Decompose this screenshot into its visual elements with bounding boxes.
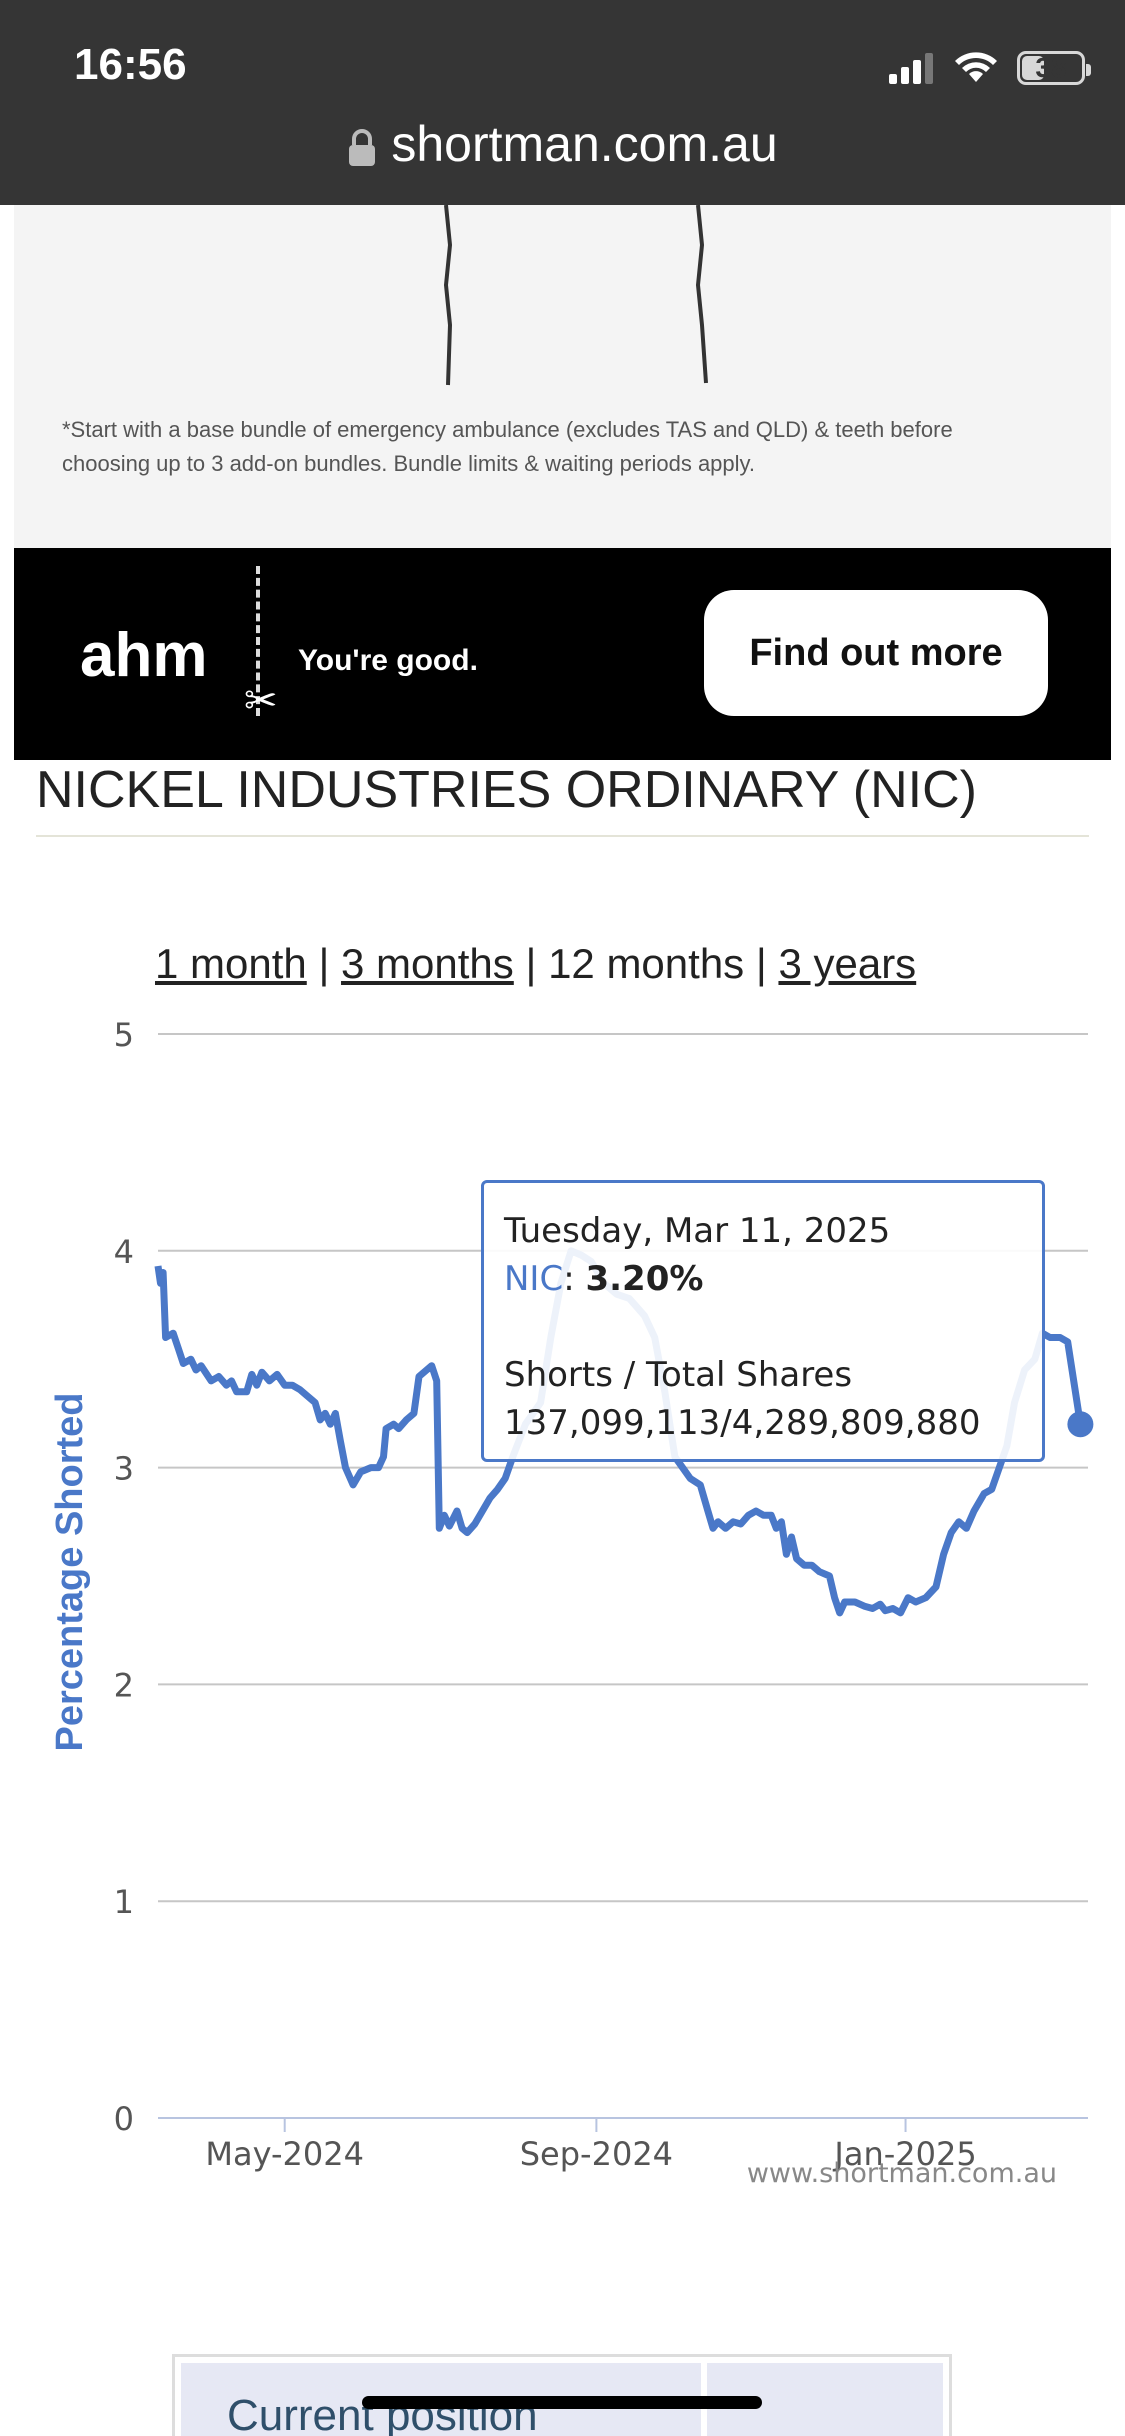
x-tick-label: Sep-2024 (520, 2135, 673, 2173)
battery-percent: 38 (1035, 52, 1067, 83)
position-table: Current position (172, 2354, 952, 2436)
home-indicator[interactable] (362, 2396, 762, 2409)
range-separator: | (525, 940, 537, 987)
y-tick-label: 0 (114, 2100, 134, 2138)
ad-image[interactable]: *Start with a base bundle of emergency a… (14, 205, 1111, 548)
tooltip-date: Tuesday, Mar 11, 2025 (504, 1211, 891, 1251)
range-separator: | (318, 940, 330, 987)
title-divider (36, 835, 1089, 837)
lock-icon (349, 128, 376, 166)
status-icons: 38 (889, 48, 1091, 88)
ad-dashed-divider (256, 566, 260, 716)
status-time: 16:56 (74, 40, 187, 89)
battery-tip (1086, 64, 1091, 76)
browser-top-bar: 16:56 38 shortman.com.au (0, 0, 1125, 205)
find-out-more-button[interactable]: Find out more (704, 590, 1048, 716)
tooltip-spacer (504, 1303, 1022, 1351)
chart-watermark: www.shortman.com.au (746, 2158, 1057, 2189)
x-axis-ticks: May-2024 Sep-2024 Jan-2025 (205, 2118, 977, 2173)
ad-disclaimer: *Start with a base bundle of emergency a… (62, 417, 953, 476)
y-tick-label: 3 (114, 1450, 134, 1488)
tooltip-value: 3.20% (585, 1259, 704, 1299)
tooltip-shares-value: 137,099,113/4,289,809,880 (504, 1403, 981, 1443)
x-tick-label: Jan-2025 (832, 2135, 976, 2173)
ad-tagline: You're good. (298, 644, 478, 677)
ad-banner[interactable]: ahm ✂ You're good. Find out more (14, 548, 1111, 760)
url-bar[interactable]: shortman.com.au (0, 115, 1125, 173)
range-option-12-months: 12 months (548, 940, 745, 987)
y-axis-ticks: 0 1 2 3 4 5 (114, 1016, 134, 2138)
y-tick-label: 2 (114, 1666, 134, 1704)
y-axis-label: Percentage Shorted (49, 1393, 91, 1752)
range-selector: 1 month | 3 months | 12 months | 3 years (155, 940, 916, 988)
wifi-icon (955, 52, 997, 82)
page-title: NICKEL INDUSTRIES ORDINARY (NIC) (36, 761, 977, 819)
y-tick-label: 4 (114, 1233, 134, 1271)
range-option-3-months[interactable]: 3 months (341, 940, 514, 987)
x-tick-label: May-2024 (205, 2135, 364, 2173)
ad-illustration (443, 205, 708, 386)
battery-level (1022, 56, 1044, 80)
y-tick-label: 5 (114, 1016, 134, 1054)
range-option-1-month[interactable]: 1 month (155, 940, 307, 987)
range-option-3-years[interactable]: 3 years (778, 940, 917, 987)
tooltip-value-row: NIC: 3.20% (504, 1259, 704, 1299)
ad-brand-logo: ahm (80, 621, 208, 690)
tooltip-shares-label: Shorts / Total Shares (504, 1355, 853, 1395)
tooltip-series-name: NIC (504, 1259, 564, 1299)
highlight-point[interactable] (1067, 1411, 1094, 1438)
chart-tooltip: Tuesday, Mar 11, 2025 NIC: 3.20% Shorts … (481, 1180, 1045, 1462)
short-position-chart[interactable]: 0 1 2 3 4 5 May-2024 Sep-2024 Jan-2025 Percenta… (0, 990, 1125, 2240)
url-text: shortman.com.au (391, 116, 778, 172)
y-tick-label: 1 (114, 1883, 134, 1921)
battery-icon: 38 (1017, 51, 1091, 85)
cellular-signal-icon (889, 53, 933, 84)
scissors-icon: ✂ (244, 679, 278, 723)
range-separator: | (755, 940, 767, 987)
